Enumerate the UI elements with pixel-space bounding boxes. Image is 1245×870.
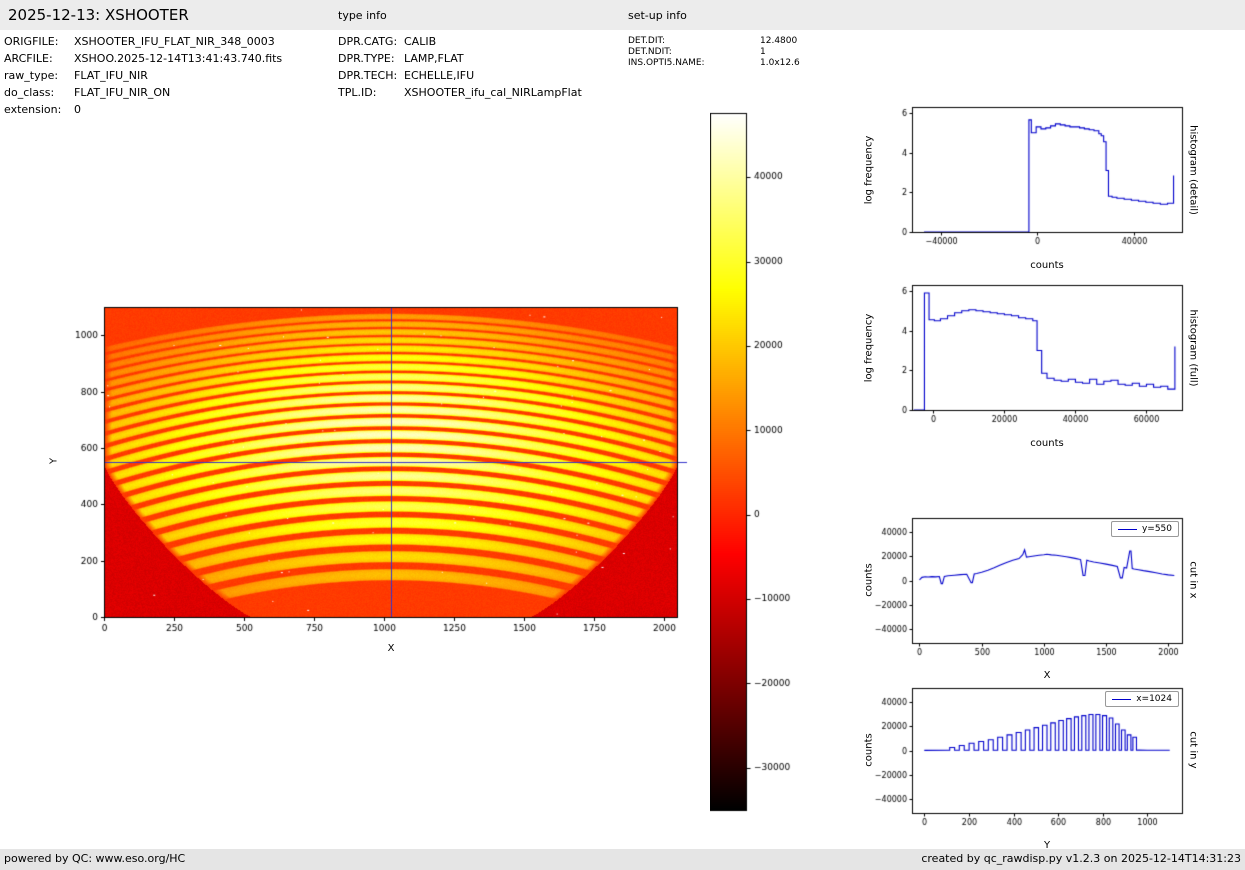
field-det-dit-label: DET.DIT:	[628, 36, 666, 46]
y-axis-label-histogram-detail: log frequency	[863, 135, 875, 205]
field-raw-type-value: FLAT_IFU_NIR	[74, 69, 148, 82]
x-axis-label-histogram-detail: counts	[1030, 260, 1064, 271]
field-arcfile-label: ARCFILE:	[4, 52, 53, 65]
cut-in-x-plot	[862, 512, 1192, 670]
field-dpr-type-value: LAMP,FLAT	[404, 52, 464, 65]
histogram-detail-plot	[862, 101, 1192, 259]
field-dpr-catg-value: CALIB	[404, 35, 437, 48]
side-label-cut-y: cut in y	[1187, 731, 1199, 769]
field-extension-value: 0	[74, 103, 81, 116]
field-dpr-type-label: DPR.TYPE:	[338, 52, 395, 65]
bottom-bar: powered by QC: www.eso.org/HC created by…	[0, 849, 1245, 870]
field-dpr-catg-label: DPR.CATG:	[338, 35, 398, 48]
field-det-ndit-value: 1	[760, 47, 766, 57]
x-axis-label-histogram-full: counts	[1030, 438, 1064, 449]
colorbar	[710, 109, 805, 814]
x-axis-label-cut-y: Y	[1043, 840, 1051, 851]
legend-line-icon	[1112, 698, 1132, 700]
field-arcfile-value: XSHOO.2025-12-14T13:41:43.740.fits	[74, 52, 283, 65]
footer-right-text: created by qc_rawdisp.py v1.2.3 on 2025-…	[921, 852, 1241, 865]
setup-info-heading: set-up info	[628, 9, 687, 22]
footer-left-text: powered by QC: www.eso.org/HC	[4, 852, 186, 865]
field-det-dit-value: 12.4800	[760, 36, 798, 46]
histogram-full-plot	[862, 279, 1192, 437]
field-ins-opti5-label: INS.OPTI5.NAME:	[628, 58, 705, 68]
raw-frame-heatmap	[58, 290, 698, 650]
field-origfile-label: ORIGFILE:	[4, 35, 59, 48]
legend-cut-x: y=550	[1110, 521, 1179, 537]
side-label-histogram-detail: histogram (detail)	[1187, 125, 1199, 215]
field-tpl-id-value: XSHOOTER_ifu_cal_NIRLampFlat	[404, 86, 582, 99]
field-extension-label: extension:	[4, 103, 62, 116]
page-title: 2025-12-13: XSHOOTER	[8, 6, 189, 24]
legend-label-cut-y: x=1024	[1136, 694, 1172, 704]
field-ins-opti5-value: 1.0x12.6	[760, 58, 800, 68]
top-bar: 2025-12-13: XSHOOTER type info set-up in…	[0, 0, 1245, 30]
legend-label-cut-x: y=550	[1141, 524, 1172, 534]
type-info-heading: type info	[338, 9, 387, 22]
y-axis-label-histogram-full: log frequency	[863, 313, 875, 383]
field-dpr-tech-value: ECHELLE,IFU	[404, 69, 475, 82]
field-do-class-label: do_class:	[4, 86, 55, 99]
y-axis-label-cut-y: counts	[863, 733, 875, 767]
legend-cut-y: x=1024	[1105, 691, 1179, 707]
field-det-ndit-label: DET.NDIT:	[628, 47, 672, 57]
x-axis-label-main: X	[387, 643, 395, 654]
field-raw-type-label: raw_type:	[4, 69, 59, 82]
legend-line-icon	[1117, 528, 1137, 530]
y-axis-label-main: Y	[48, 457, 60, 465]
field-tpl-id-label: TPL.ID:	[338, 86, 377, 99]
y-axis-label-cut-x: counts	[863, 563, 875, 597]
field-do-class-value: FLAT_IFU_NIR_ON	[74, 86, 171, 99]
side-label-histogram-full: histogram (full)	[1187, 309, 1199, 387]
x-axis-label-cut-x: X	[1043, 670, 1051, 681]
field-dpr-tech-label: DPR.TECH:	[338, 69, 398, 82]
cut-in-y-plot	[862, 682, 1192, 840]
side-label-cut-x: cut in x	[1187, 561, 1199, 599]
field-origfile-value: XSHOOTER_IFU_FLAT_NIR_348_0003	[74, 35, 275, 48]
